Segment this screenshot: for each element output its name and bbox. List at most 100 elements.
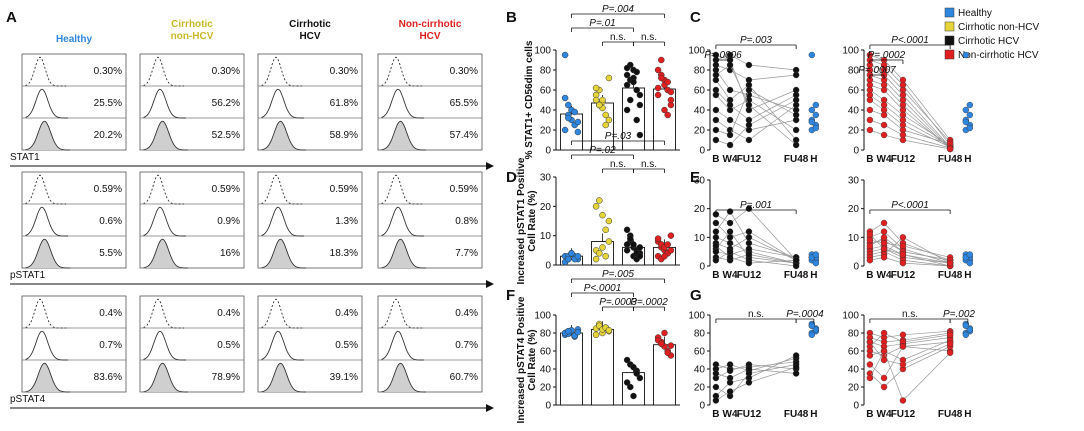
- y-tick-label: 100: [688, 311, 705, 322]
- data-point: [712, 116, 720, 124]
- subject-line: [715, 208, 797, 261]
- subject-line: [869, 251, 951, 267]
- data-point: [866, 257, 874, 264]
- data-point: [623, 71, 631, 79]
- data-point: [636, 131, 644, 139]
- healthy-point: [962, 322, 970, 329]
- comparison-label: n.s.: [610, 159, 626, 170]
- histogram-percent: 61.8%: [330, 98, 358, 109]
- data-point: [623, 241, 631, 248]
- y-tick-label: 10: [694, 233, 706, 244]
- stimulated-curve: [381, 362, 426, 393]
- healthy-point: [966, 259, 974, 267]
- x-tick-label: H: [964, 154, 971, 165]
- data-point: [726, 86, 734, 94]
- data-point: [745, 239, 753, 247]
- data-point: [899, 343, 907, 350]
- data-point: [596, 101, 603, 109]
- isotype-curve: [25, 174, 66, 205]
- data-point: [667, 88, 675, 96]
- panel-letter-A: A: [6, 9, 17, 26]
- histogram-percent: 20.2%: [94, 130, 122, 141]
- data-point: [712, 136, 720, 144]
- comparison-label: n.s.: [610, 32, 626, 43]
- y-tick-label: 60: [540, 86, 552, 97]
- y-tick-label: 30: [694, 176, 706, 187]
- unstimulated-curve: [381, 88, 424, 119]
- y-tick-label: 100: [688, 46, 705, 57]
- y-axis-label: % STAT1+ CD56dim cells: [524, 40, 535, 159]
- data-point: [792, 364, 800, 371]
- subject-line: [869, 109, 951, 145]
- y-axis-label: Cell Rate (%): [527, 190, 538, 251]
- isotype-curve: [261, 298, 302, 329]
- marker-arrow-head: [486, 162, 494, 170]
- line-chart-G: 0 20 40 60 80 100 B W4 FU12 FU48 Hn.s. P=.0004: [688, 309, 824, 420]
- data-point: [712, 126, 720, 134]
- data-point: [899, 242, 907, 250]
- data-point: [792, 111, 800, 119]
- subject-line: [869, 350, 951, 402]
- panel-letter-D: D: [506, 169, 517, 186]
- subject-line: [869, 59, 951, 146]
- histogram-percent: 0.6%: [99, 216, 122, 227]
- x-tick-label: FU12: [891, 409, 916, 420]
- histogram-box: [139, 295, 245, 393]
- subject-line: [869, 248, 951, 264]
- data-point: [592, 96, 600, 104]
- data-point: [712, 91, 720, 99]
- line-chart-G2: 0 20 40 60 80 100 B W4 FU12 FU48 Hn.s. P=.002: [842, 309, 975, 420]
- panel-letter-C: C: [690, 9, 701, 26]
- histogram-percent: 52.5%: [212, 130, 240, 141]
- data-point: [565, 114, 572, 122]
- healthy-point: [812, 124, 820, 132]
- comparison-label: P=.0002: [630, 297, 668, 308]
- data-point: [712, 248, 720, 255]
- x-tick-label: FU48: [784, 270, 809, 281]
- data-point: [630, 78, 637, 86]
- panel-a-group-title: HCV: [299, 31, 320, 42]
- x-tick-label: B: [866, 270, 873, 281]
- histogram-percent: 0.59%: [212, 184, 240, 195]
- data-point: [745, 245, 753, 253]
- y-tick-label: 20: [694, 126, 706, 137]
- data-point: [661, 106, 668, 114]
- y-tick-label: 0: [853, 401, 859, 412]
- data-point: [633, 370, 640, 377]
- data-point: [664, 241, 671, 248]
- bar-chart-D: 0 10 20 30 Increased pSTAT1 Positive Cell Rat…: [516, 131, 680, 284]
- data-point: [623, 64, 631, 72]
- x-tick-label: FU12: [737, 154, 762, 165]
- data-point: [866, 352, 874, 359]
- data-point: [712, 71, 720, 79]
- y-tick-label: 0: [545, 401, 551, 412]
- y-tick-label: 0: [853, 262, 859, 273]
- data-point: [630, 241, 637, 248]
- histogram-percent: 0.4%: [99, 308, 122, 319]
- histogram-percent: 65.5%: [450, 98, 478, 109]
- histogram-box: [21, 171, 127, 269]
- histogram-percent: 78.9%: [212, 372, 240, 383]
- data-point: [866, 106, 874, 114]
- healthy-point: [812, 101, 820, 109]
- data-point: [745, 379, 753, 386]
- data-point: [726, 239, 734, 247]
- data-point: [661, 329, 668, 337]
- subject-line: [715, 64, 797, 146]
- data-point: [605, 217, 613, 225]
- x-tick-label: H: [964, 409, 971, 420]
- data-point: [880, 111, 888, 119]
- data-point: [712, 242, 720, 250]
- subject-line: [715, 366, 797, 401]
- y-tick-label: 20: [848, 126, 860, 137]
- histogram-box: [377, 295, 483, 393]
- comparison-label: P=.0007: [858, 65, 896, 76]
- y-axis-label: Increased pSTAT1 Positive: [516, 157, 527, 284]
- data-point: [899, 331, 907, 338]
- subject-line: [869, 89, 951, 146]
- isotype-curve: [381, 56, 422, 87]
- histogram-percent: 0.7%: [99, 340, 122, 351]
- y-tick-label: 0: [545, 261, 551, 272]
- data-point: [592, 203, 600, 210]
- y-tick-label: 80: [694, 329, 706, 340]
